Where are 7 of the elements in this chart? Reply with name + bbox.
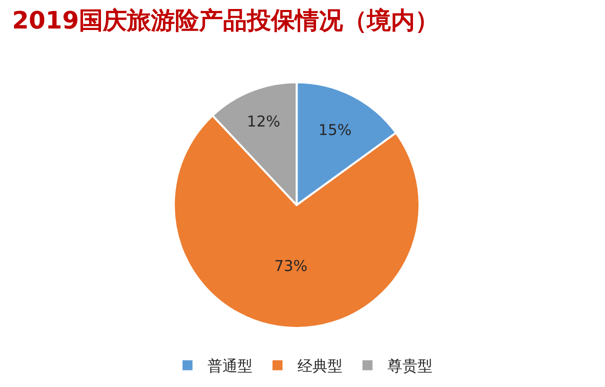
data-label: 73% [274,257,308,276]
data-label: 12% [246,112,280,131]
legend-label: 普通型 [208,357,252,376]
legend-label: 尊贵型 [388,357,432,376]
data-label: 15% [318,120,352,139]
chart-title: 2019国庆旅游险产品投保情况（境内） [12,6,439,34]
legend-label: 经典型 [298,357,342,376]
